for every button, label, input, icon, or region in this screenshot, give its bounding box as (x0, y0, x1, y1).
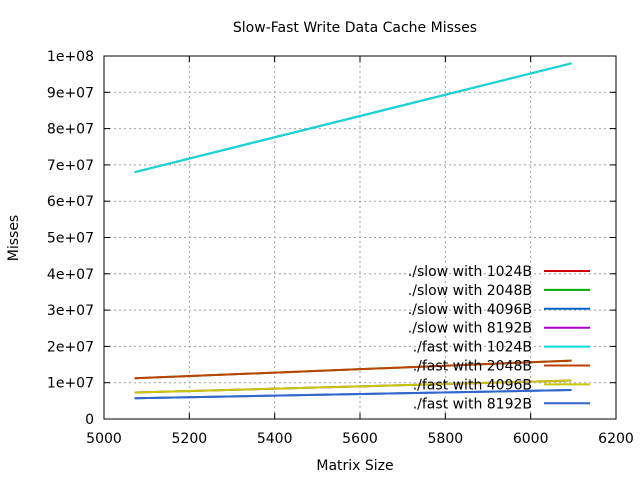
y-tick-label: 7e+07 (47, 158, 94, 174)
legend-label-4: ./slow with 8192B (408, 321, 532, 337)
y-tick-label: 1e+07 (47, 376, 94, 392)
legend-label-1: ./slow with 1024B (408, 264, 532, 280)
y-tick-label: 5e+07 (47, 231, 94, 247)
legend-label-3: ./slow with 4096B (408, 302, 532, 318)
series-line-8 (134, 389, 572, 400)
y-tick-label: 3e+07 (47, 303, 94, 319)
grid-lines (104, 56, 616, 419)
x-tick-label: 5600 (342, 431, 378, 447)
y-axis-label: Misses (6, 215, 22, 261)
series-lines (134, 62, 572, 400)
y-tick-label: 0 (85, 412, 94, 428)
x-tick-label: 5200 (172, 431, 208, 447)
y-tick-labels: 0 1e+07 2e+07 3e+07 4e+07 5e+07 6e+07 7e+07 8e+0… (47, 49, 94, 428)
legend-label-7: ./fast with 4096B (413, 377, 532, 393)
legend: ./slow with 1024B ./slow with 2048B ./slow… (408, 264, 590, 412)
legend-label-5: ./fast with 1024B (413, 340, 532, 356)
series-line-5 (134, 62, 572, 174)
x-tick-label: 6200 (598, 431, 634, 447)
series-line-6 (134, 359, 572, 380)
chart-title: Slow-Fast Write Data Cache Misses (233, 20, 477, 36)
x-tick-label: 5800 (428, 431, 464, 447)
x-tick-label: 5400 (257, 431, 293, 447)
y-tick-label: 2e+07 (47, 339, 94, 355)
legend-label-2: ./slow with 2048B (408, 283, 532, 299)
y-tick-label: 6e+07 (47, 194, 94, 210)
y-tick-label: 4e+07 (47, 267, 94, 283)
x-axis-label: Matrix Size (316, 458, 393, 474)
x-tick-label: 6000 (513, 431, 549, 447)
legend-label-6: ./fast with 2048B (413, 359, 532, 375)
x-tick-labels: 5000 5200 5400 5600 5800 6000 6200 (86, 431, 634, 447)
y-tick-label: 9e+07 (47, 85, 94, 101)
y-tick-label: 8e+07 (47, 122, 94, 138)
series-line-7 (134, 379, 572, 394)
y-tick-label: 1e+08 (47, 49, 94, 65)
x-tick-label: 5000 (86, 431, 122, 447)
legend-label-8: ./fast with 8192B (413, 396, 532, 412)
axis-ticks (103, 55, 617, 420)
